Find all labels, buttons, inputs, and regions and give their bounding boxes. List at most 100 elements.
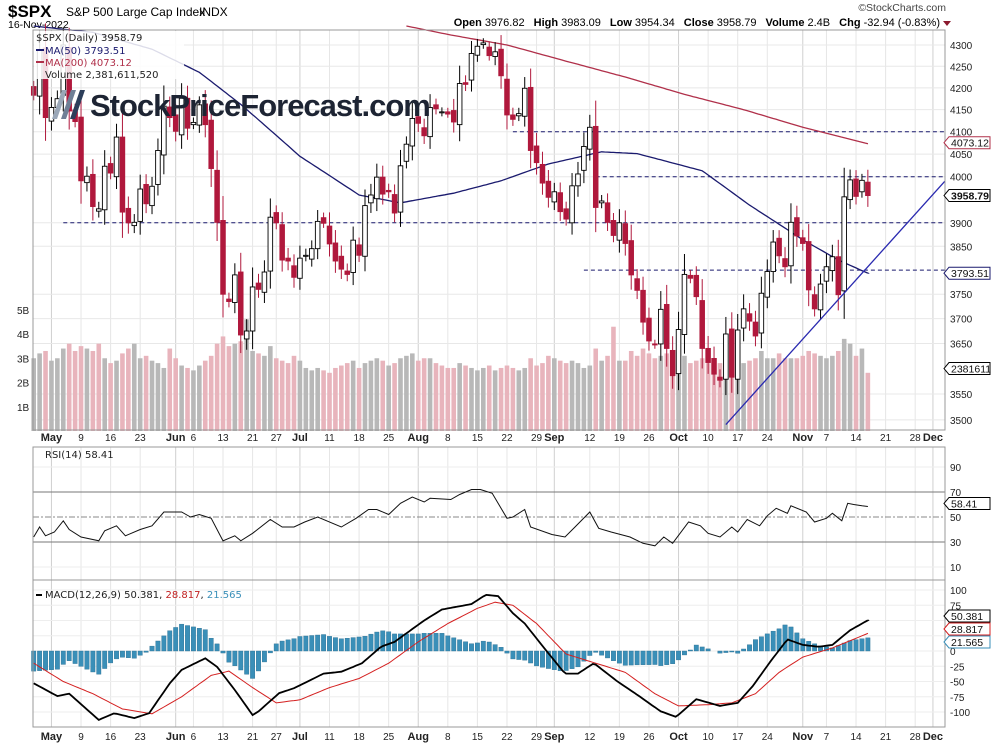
macd-histogram-bar [421, 633, 427, 652]
macd-histogram-bar [640, 650, 646, 665]
candle [687, 269, 694, 284]
volume-bar [865, 372, 871, 431]
candle [190, 117, 197, 130]
candle-body [433, 104, 439, 110]
volume-bar [623, 360, 628, 431]
candle-body [563, 208, 569, 220]
high-label: High [534, 17, 559, 29]
volume-bar [646, 353, 652, 431]
candle [350, 226, 356, 286]
change-value: -32.94 (-0.83%) [864, 17, 940, 29]
volume-bar [179, 365, 184, 431]
candle-body [711, 358, 717, 375]
date-tick-label: May [41, 432, 63, 444]
macd-histogram-bar [439, 633, 445, 652]
volume-bar [504, 365, 510, 431]
candle [841, 167, 847, 319]
candle-body [533, 145, 540, 164]
macd-histogram-bar [43, 650, 48, 671]
volume-bar [185, 367, 190, 431]
candle [504, 63, 510, 130]
macd-histogram-bar [693, 644, 699, 652]
date-tick-label: 17 [732, 732, 744, 743]
date-tick-label: 21 [880, 732, 892, 743]
volume-bar [380, 360, 386, 431]
date-tick-label: Oct [669, 731, 688, 743]
candle-body [119, 136, 126, 213]
volume-bar [705, 363, 711, 431]
candle [770, 230, 776, 283]
candle [202, 90, 209, 138]
volume-bar [66, 343, 72, 431]
volume-bar [540, 363, 545, 431]
volume-bar [451, 367, 457, 431]
date-tick-label: 18 [354, 732, 366, 743]
candle [149, 176, 155, 215]
candle [30, 80, 37, 101]
macd-legend: MACD(12,26,9) 50.381, 28.817, 21.565 [45, 590, 242, 601]
candle [125, 196, 132, 234]
macd-tick-label: -75 [950, 693, 965, 704]
volume-bar [682, 355, 687, 431]
candle-body [90, 173, 96, 207]
macd-histogram-bar [114, 650, 119, 660]
candle-body [527, 86, 534, 151]
volume-bar [670, 350, 675, 431]
candle [539, 151, 546, 195]
macd-histogram-bar [66, 650, 72, 661]
candle [616, 209, 623, 253]
close-label: Close [684, 17, 714, 29]
ma200-value-box: 4073.12 [943, 136, 991, 150]
macd-value-box: 50.381 [943, 609, 991, 623]
volume-bar [102, 358, 107, 431]
rsi-tick-label: 50 [950, 513, 962, 524]
date-tick-label: 12 [584, 433, 596, 444]
volume-bar [463, 365, 468, 431]
candle-body [604, 202, 611, 223]
candle [865, 169, 871, 207]
volume-bar [131, 343, 137, 431]
date-tick-label: 18 [354, 433, 366, 444]
candle-body [421, 127, 427, 137]
ma50-value-box-text: 3793.51 [951, 268, 989, 280]
volume-bar [327, 372, 332, 431]
macd-histogram-bar [652, 650, 658, 665]
candle [297, 245, 303, 290]
date-tick-label: 24 [762, 732, 774, 743]
candle [587, 114, 593, 161]
candle [622, 210, 629, 256]
candle-body [303, 254, 309, 257]
ma200-value-box-text: 4073.12 [951, 138, 989, 150]
open-label: Open [454, 17, 482, 29]
volume-bar [37, 353, 42, 431]
macd-histogram-bar [812, 643, 818, 652]
macd-histogram-bar [682, 650, 687, 656]
macd-histogram-bar [646, 650, 652, 665]
macd-histogram-bar [622, 650, 628, 666]
price-tick-label: 4050 [950, 150, 973, 161]
macd-histogram-bar [628, 650, 634, 666]
date-tick-label: 23 [135, 732, 147, 743]
volume-bar [492, 370, 498, 431]
candle-body [131, 221, 138, 227]
date-tick-label: 26 [643, 433, 655, 444]
candle [273, 205, 280, 230]
macd-histogram-bar [451, 637, 457, 652]
logo-bars-icon [52, 90, 85, 119]
price-panel [30, 23, 946, 431]
rsi-panel [33, 489, 945, 547]
candle-body [385, 189, 392, 193]
macd-histogram-bar [729, 650, 735, 653]
date-tick-label: 14 [850, 433, 862, 444]
candle-body [415, 116, 421, 124]
macd-histogram-bar [72, 650, 78, 664]
volume-bar [392, 363, 397, 431]
candle-body [658, 308, 664, 345]
candle-body [740, 308, 747, 329]
volume-bar [303, 367, 309, 431]
price-tick-label: 3900 [950, 219, 973, 230]
date-tick-label: May [41, 731, 63, 743]
candle-body [208, 119, 214, 169]
volume-value-box: 2381611 [943, 362, 991, 376]
volume-bar [658, 355, 664, 431]
